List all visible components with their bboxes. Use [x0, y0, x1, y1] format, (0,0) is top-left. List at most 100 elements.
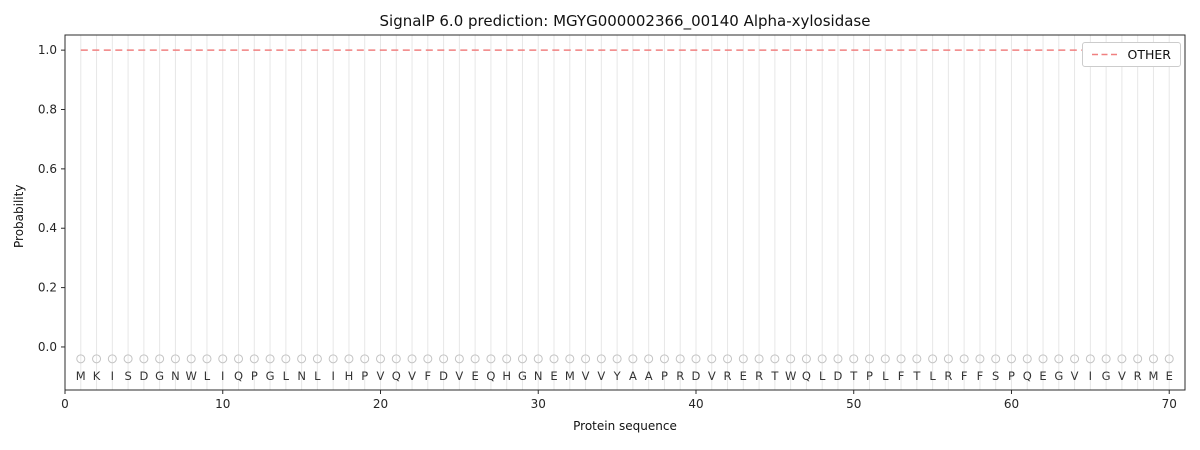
- residue-letter: I: [1089, 369, 1092, 383]
- y-tick-label: 0.6: [38, 162, 57, 176]
- residue-letter: G: [518, 369, 527, 383]
- chart-title: SignalP 6.0 prediction: MGYG000002366_00…: [379, 12, 871, 30]
- residue-letter: H: [502, 369, 511, 383]
- residue-letter: D: [139, 369, 148, 383]
- residue-letter: M: [1148, 369, 1158, 383]
- x-tick-label: 10: [215, 397, 230, 411]
- legend-other-line-icon: [1091, 53, 1120, 56]
- residue-marker: [612, 354, 622, 364]
- residue-letter: Q: [802, 369, 811, 383]
- residue-letter: I: [331, 369, 334, 383]
- residue-marker: [1148, 354, 1158, 364]
- residue-marker: [439, 354, 449, 364]
- residue-marker: [549, 354, 559, 364]
- residue-marker: [470, 354, 480, 364]
- residue-letter: P: [866, 369, 873, 383]
- residue-marker: [975, 354, 985, 364]
- residue-marker: [880, 354, 890, 364]
- residue-marker: [659, 354, 669, 364]
- y-tick-label: 0.8: [38, 103, 57, 117]
- residue-letter: H: [345, 369, 354, 383]
- residue-marker: [1022, 354, 1032, 364]
- y-tick-label: 0.4: [38, 221, 57, 235]
- residue-marker: [186, 354, 196, 364]
- x-tick-label: 70: [1162, 397, 1177, 411]
- x-tick-label: 60: [1004, 397, 1019, 411]
- residue-letter: P: [1008, 369, 1015, 383]
- residue-marker: [139, 354, 149, 364]
- residue-letter: N: [534, 369, 543, 383]
- residue-letter: T: [849, 369, 858, 383]
- x-axis-label: Protein sequence: [573, 419, 677, 433]
- residue-letter: R: [676, 369, 684, 383]
- y-tick-label: 0.0: [38, 340, 57, 354]
- residue-letter: E: [1039, 369, 1046, 383]
- residue-letter: F: [977, 369, 984, 383]
- residue-marker: [423, 354, 433, 364]
- residue-letter: V: [708, 369, 716, 383]
- residue-marker: [644, 354, 654, 364]
- residue-marker: [801, 354, 811, 364]
- residue-letter: F: [898, 369, 905, 383]
- x-tick-label: 20: [373, 397, 388, 411]
- legend-label-other: OTHER: [1127, 47, 1171, 62]
- residue-marker: [581, 354, 591, 364]
- residue-letter: R: [755, 369, 763, 383]
- residue-letter: M: [565, 369, 575, 383]
- residue-letter: S: [992, 369, 999, 383]
- residue-marker: [123, 354, 133, 364]
- residue-marker: [1164, 354, 1174, 364]
- residue-marker: [817, 354, 827, 364]
- residue-marker: [738, 354, 748, 364]
- residue-marker: [407, 354, 417, 364]
- residue-marker: [107, 354, 117, 364]
- residue-letter: G: [1054, 369, 1063, 383]
- residue-letter: L: [283, 369, 290, 383]
- residue-marker: [628, 354, 638, 364]
- residue-marker: [896, 354, 906, 364]
- residue-marker: [92, 354, 102, 364]
- residue-marker: [533, 354, 543, 364]
- residue-marker: [202, 354, 212, 364]
- residue-marker: [849, 354, 859, 364]
- residue-letter: W: [186, 369, 197, 383]
- residue-marker: [675, 354, 685, 364]
- residue-letter: N: [171, 369, 180, 383]
- residue-letter: G: [266, 369, 275, 383]
- residue-letter: A: [645, 369, 653, 383]
- residue-letter: P: [251, 369, 258, 383]
- residue-marker: [312, 354, 322, 364]
- residue-letter: L: [314, 369, 321, 383]
- residue-letter: M: [76, 369, 86, 383]
- residue-marker: [170, 354, 180, 364]
- residue-marker: [328, 354, 338, 364]
- residue-letter: T: [912, 369, 921, 383]
- residue-marker: [912, 354, 922, 364]
- residue-marker: [155, 354, 165, 364]
- residue-letter: Q: [486, 369, 495, 383]
- plot-frame: [64, 34, 1186, 391]
- residue-marker: [1101, 354, 1111, 364]
- residue-letter: Q: [234, 369, 243, 383]
- residue-letter: R: [724, 369, 732, 383]
- residue-letter: Q: [392, 369, 401, 383]
- residue-letter: G: [1102, 369, 1111, 383]
- residue-letter: P: [361, 369, 368, 383]
- residue-marker: [959, 354, 969, 364]
- residue-marker: [707, 354, 717, 364]
- residue-letter: V: [408, 369, 416, 383]
- y-tick-label: 1.0: [38, 43, 57, 57]
- residue-marker: [833, 354, 843, 364]
- residue-letter: L: [819, 369, 826, 383]
- residue-marker: [865, 354, 875, 364]
- residue-letter: E: [550, 369, 557, 383]
- residue-marker: [297, 354, 307, 364]
- x-tick-label: 40: [688, 397, 703, 411]
- residue-letter: E: [472, 369, 479, 383]
- residue-marker: [1038, 354, 1048, 364]
- residue-marker: [754, 354, 764, 364]
- residue-marker: [375, 354, 385, 364]
- residue-letter: V: [1118, 369, 1126, 383]
- residue-letter: V: [377, 369, 385, 383]
- y-axis-label: Probability: [12, 184, 26, 248]
